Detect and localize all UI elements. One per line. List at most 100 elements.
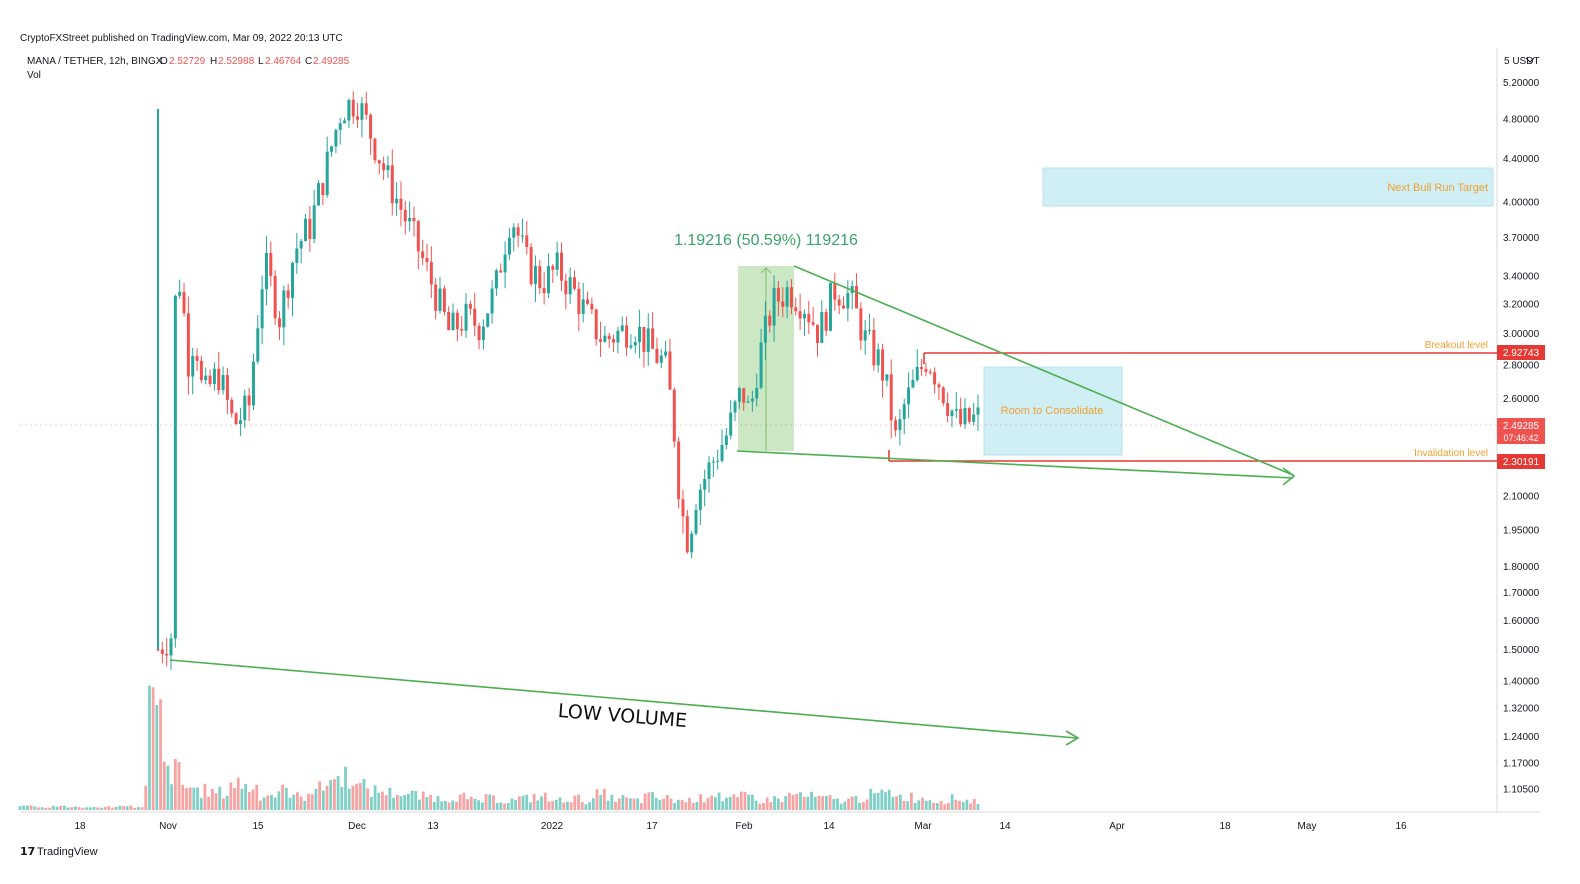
- tradingview-logo-icon: 17: [20, 845, 35, 858]
- candle-body: [820, 312, 824, 343]
- volume-bar: [806, 797, 810, 810]
- candle-body: [256, 328, 260, 362]
- price-tick-2: 4.40000: [1503, 154, 1540, 165]
- volume-bar: [399, 796, 403, 810]
- candle-body: [967, 408, 971, 422]
- volume-bar: [288, 797, 292, 810]
- volume-bar: [307, 793, 310, 810]
- volume-bar: [236, 777, 240, 810]
- candle-body: [603, 335, 607, 342]
- candle-body: [590, 303, 594, 310]
- volume-bar: [59, 806, 63, 810]
- volume-bar: [318, 781, 322, 810]
- candle-body: [486, 313, 490, 327]
- candle-body: [290, 262, 294, 298]
- price-tick-16: 1.50000: [1503, 645, 1540, 656]
- volume-bar: [610, 794, 614, 810]
- volume-bar: [839, 803, 843, 810]
- volume-bar: [787, 792, 791, 810]
- candle-body: [568, 277, 572, 295]
- volume-bar: [51, 805, 55, 810]
- volume-bar: [828, 795, 832, 810]
- volume-bar: [599, 794, 603, 810]
- candle-body: [416, 221, 420, 252]
- volume-bar: [632, 798, 636, 810]
- candle-body: [902, 404, 906, 420]
- next-bull-run-target-zone[interactable]: [1042, 167, 1494, 207]
- ohlc-close-label: C: [305, 56, 312, 67]
- invalidation-level-label: Invalidation level: [1414, 448, 1488, 459]
- time-tick-5: 2022: [541, 821, 564, 832]
- volume-series: [18, 685, 980, 810]
- room-to-consolidate-zone[interactable]: [983, 366, 1123, 456]
- candle-body: [564, 280, 568, 295]
- volume-bar: [455, 801, 458, 810]
- time-tick-0: 18: [74, 821, 86, 832]
- volume-bar: [706, 798, 710, 810]
- volume-bar: [74, 806, 77, 810]
- volume-bar: [540, 796, 543, 810]
- volume-bar: [88, 807, 92, 810]
- volume-bar: [573, 795, 577, 810]
- candle-body: [408, 217, 412, 222]
- volume-bar: [388, 787, 392, 810]
- symbol-label: MANA / TETHER, 12h, BINGX: [27, 56, 163, 67]
- candle-body: [334, 129, 338, 147]
- volume-bar: [876, 792, 880, 810]
- volume-bar: [521, 795, 525, 810]
- volume-bar: [780, 801, 784, 810]
- candle-body: [690, 533, 694, 553]
- volume-label: Vol: [27, 70, 41, 81]
- upper-trendline[interactable]: [793, 265, 1294, 476]
- volume-bar: [122, 806, 125, 810]
- ohlc-high-value: 2.52988: [218, 56, 255, 67]
- volume-bar: [651, 792, 654, 810]
- low-volume-trendline[interactable]: [169, 659, 1077, 739]
- volume-bar: [443, 801, 447, 810]
- volume-bar: [595, 789, 599, 810]
- volume-bar: [466, 799, 469, 810]
- volume-bar: [754, 800, 758, 810]
- candle-body: [859, 308, 863, 341]
- candle-body: [520, 235, 524, 237]
- volume-bar: [222, 798, 225, 810]
- volume-bar: [802, 796, 806, 810]
- candle-body: [434, 284, 438, 311]
- volume-bar: [406, 793, 410, 810]
- volume-bar: [432, 801, 436, 810]
- tradingview-logo[interactable]: 17 TradingView: [20, 845, 98, 858]
- volume-bar: [418, 799, 421, 810]
- volume-bar: [913, 802, 917, 810]
- breakout-price-text: 2.92743: [1503, 348, 1540, 359]
- candle-body: [655, 348, 659, 363]
- candle-body: [625, 325, 629, 348]
- volume-bar: [710, 795, 714, 810]
- time-axis-ticks: 18 Nov 15 Dec 13 2022 17 Feb 14 Mar 14 Apr 18 May 16: [74, 821, 1407, 832]
- volume-bar: [22, 805, 26, 810]
- candle-body: [642, 326, 646, 352]
- volume-bar: [924, 800, 928, 810]
- volume-bar: [669, 798, 673, 810]
- candle-body: [447, 311, 451, 330]
- volume-bar: [377, 792, 381, 810]
- candle-body: [785, 287, 789, 307]
- candle-body: [855, 286, 859, 309]
- volume-bar: [429, 795, 432, 810]
- candle-body: [963, 408, 967, 425]
- volume-bar: [721, 801, 725, 810]
- volume-bar: [503, 803, 506, 810]
- candle-body: [768, 315, 772, 326]
- ohlc-open-label: O: [160, 56, 168, 67]
- candle-body: [425, 258, 429, 263]
- currency-dropdown-icon[interactable]: [1525, 57, 1535, 63]
- candle-body: [299, 241, 303, 249]
- volume-bar: [699, 794, 702, 810]
- volume-bar: [647, 792, 651, 810]
- candle-body: [455, 312, 459, 330]
- ohlc-low-label: L: [258, 56, 264, 67]
- volume-bar: [181, 784, 185, 810]
- volume-bar: [44, 807, 48, 810]
- candle-body: [477, 325, 481, 341]
- volume-bar: [25, 805, 29, 810]
- lower-trendline[interactable]: [736, 450, 1294, 479]
